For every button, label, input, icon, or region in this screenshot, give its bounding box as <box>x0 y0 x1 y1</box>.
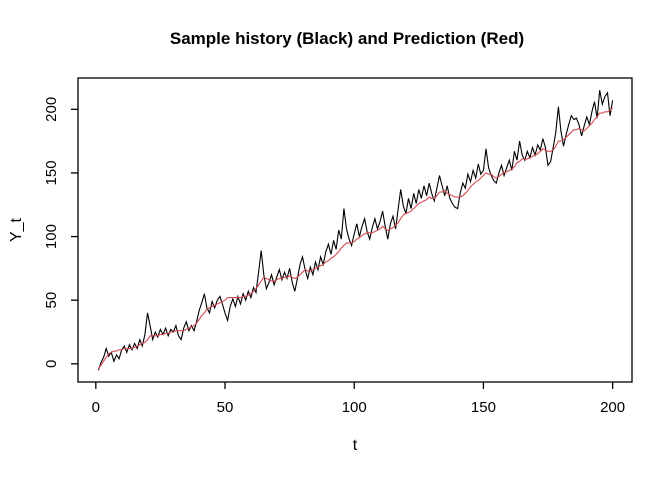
x-tick-label: 100 <box>342 399 367 416</box>
x-tick-label: 200 <box>600 399 625 416</box>
series-lines <box>97 90 614 371</box>
x-tick-label: 50 <box>217 399 234 416</box>
prediction-series-line <box>97 107 613 370</box>
y-axis-label: Y_t <box>8 217 25 242</box>
y-tick-label: 0 <box>43 360 60 368</box>
y-tick-label: 150 <box>43 160 60 185</box>
x-axis-ticks: 0 50 100 150 200 <box>92 382 625 416</box>
y-tick-label: 50 <box>43 292 60 309</box>
x-tick-label: 150 <box>471 399 496 416</box>
y-axis-ticks: 0 50 100 150 200 <box>43 97 78 368</box>
x-tick-label: 0 <box>92 399 100 416</box>
history-series-line <box>97 90 614 371</box>
y-tick-label: 100 <box>43 224 60 249</box>
y-tick-label: 200 <box>43 97 60 122</box>
chart-title: Sample history (Black) and Prediction (R… <box>170 29 524 48</box>
x-axis-label: t <box>353 437 358 454</box>
plot-box <box>77 77 633 383</box>
